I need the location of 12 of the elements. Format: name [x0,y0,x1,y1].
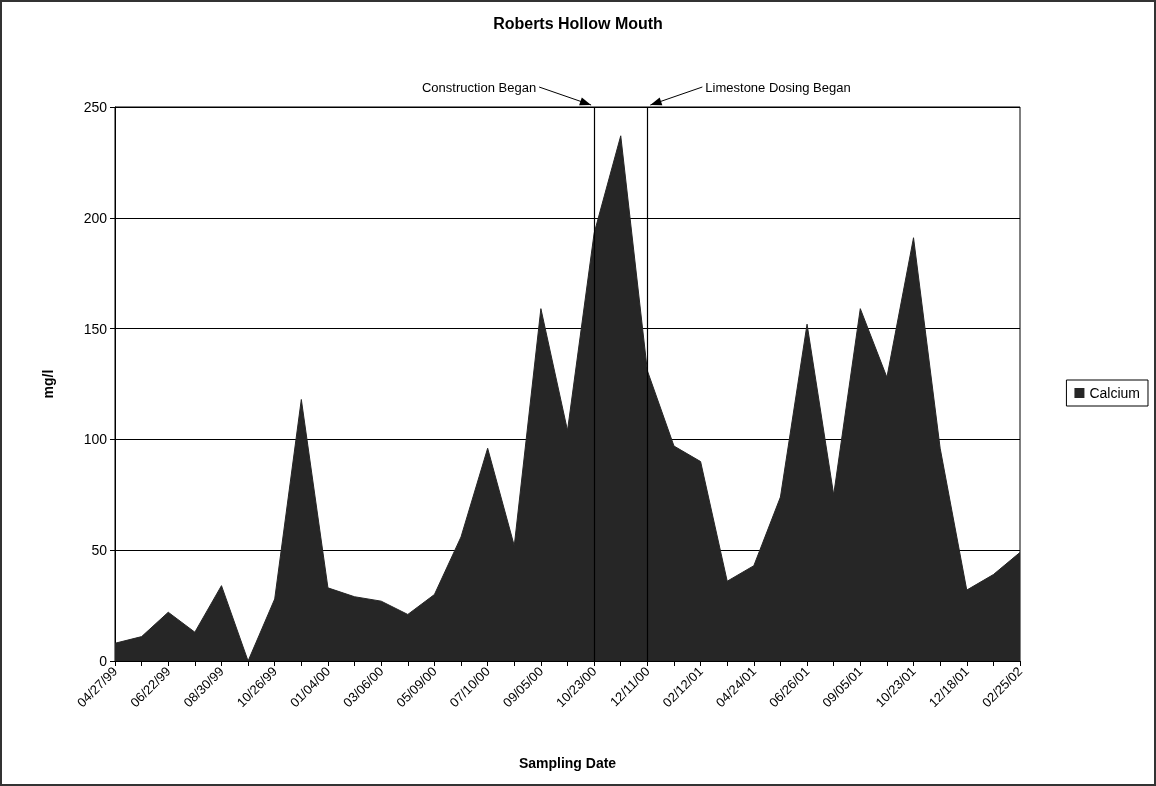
y-tick-label: 50 [91,542,108,559]
y-tick-label: 150 [83,320,108,337]
y-tick-label: 0 [99,653,108,669]
y-tick-label: 250 [83,99,108,115]
x-axis-title: Sampling Date [518,755,617,771]
legend-label: Calcium [1089,385,1141,401]
y-tick-label: 100 [83,431,108,448]
y-tick-label: 200 [83,209,108,226]
legend-label: Limestone Dosing Began [705,79,851,95]
ref-line-label: Construction Began [421,79,537,95]
y-axis-title: mg/l [40,369,56,399]
chart-title: Roberts Hollow Mouth [493,14,663,32]
